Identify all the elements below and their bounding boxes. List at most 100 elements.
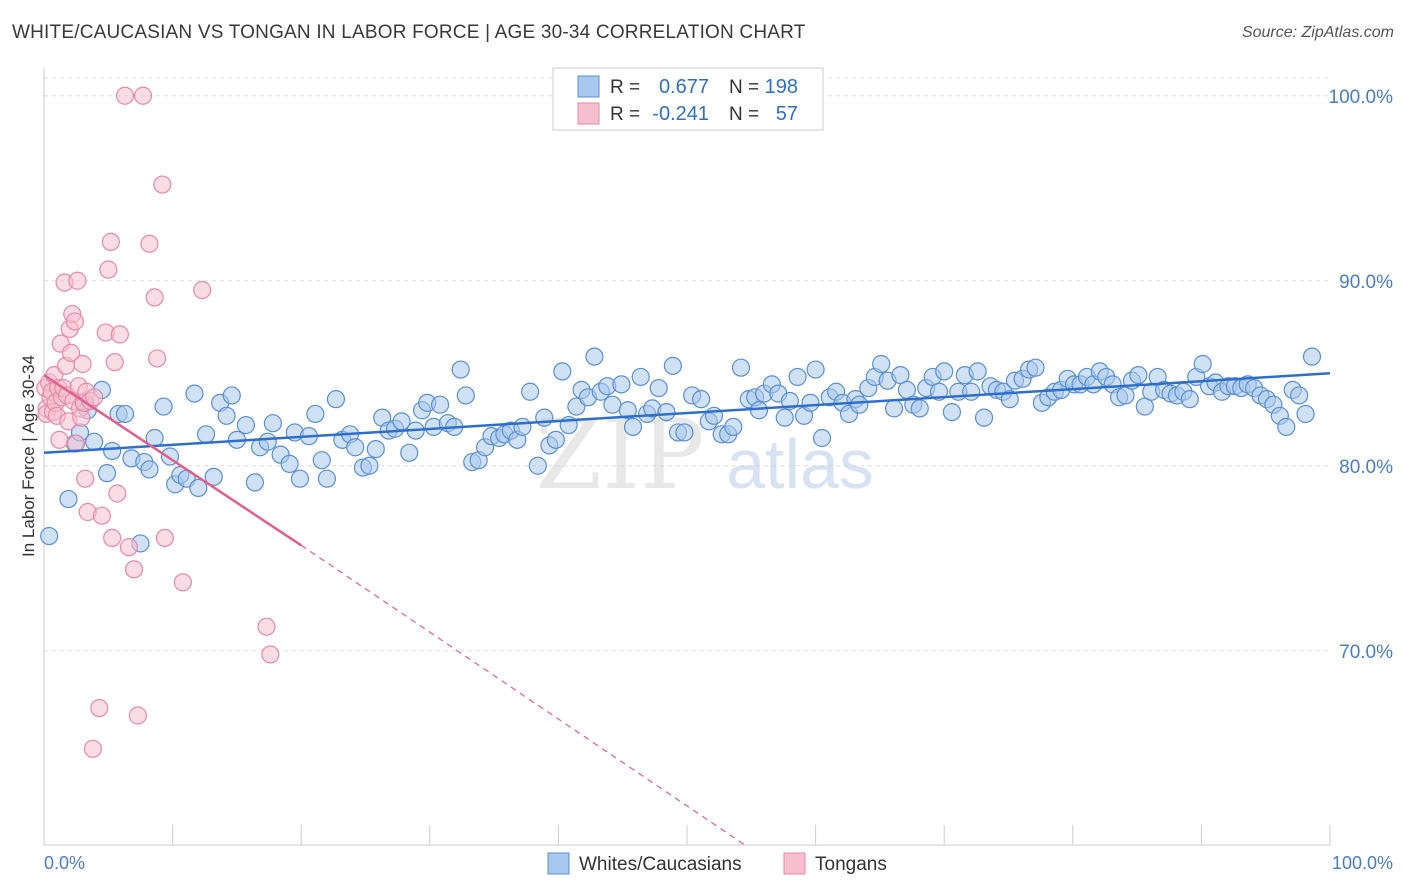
trend-line-tongan xyxy=(43,374,302,547)
white-caucasian-point xyxy=(222,386,241,405)
white-caucasian-point xyxy=(612,375,631,394)
white-caucasian-point xyxy=(603,395,622,414)
tongan-point xyxy=(145,288,164,307)
tongan-point xyxy=(92,506,111,525)
white-caucasian-point xyxy=(85,432,104,451)
white-caucasian-point xyxy=(430,395,450,414)
x-axis-ticks xyxy=(43,825,1331,845)
tongan-point xyxy=(110,325,129,344)
watermark-zip: ZIP xyxy=(535,399,704,511)
white-caucasian-point xyxy=(806,360,825,379)
legend-n-label-white: N = xyxy=(729,77,759,98)
white-caucasian-point xyxy=(312,451,331,470)
white-caucasian-point xyxy=(521,382,540,401)
white-caucasian-point xyxy=(196,425,216,444)
tongan-point xyxy=(257,617,276,636)
y-tick-labels: 70.0% 80.0% 90.0% 100.0% xyxy=(1329,87,1394,663)
white-caucasian-point xyxy=(910,399,929,418)
white-caucasian-point xyxy=(731,358,751,377)
tongan-point xyxy=(101,232,120,251)
bottom-legend-label-white: Whites/Caucasians xyxy=(579,854,742,875)
legend-r-label-white: R = xyxy=(610,77,640,98)
tongan-point xyxy=(173,573,192,592)
tongan-point xyxy=(90,698,109,718)
bottom-legend-label-tongan: Tongans xyxy=(815,854,887,875)
white-caucasian-point xyxy=(185,384,204,403)
tongan-point xyxy=(105,353,124,372)
white-caucasian-point xyxy=(749,401,769,420)
white-caucasian-point xyxy=(189,478,208,498)
white-caucasian-point xyxy=(346,438,365,457)
tongan-point xyxy=(140,234,159,253)
white-caucasian-point xyxy=(1290,386,1309,405)
white-caucasian-point xyxy=(801,393,820,412)
tongan-point xyxy=(108,484,127,503)
white-caucasian-point xyxy=(724,417,743,436)
white-caucasian-point xyxy=(1277,417,1296,436)
white-caucasian-point xyxy=(649,378,668,398)
white-caucasian-point xyxy=(103,441,122,461)
white-caucasian-point xyxy=(306,404,325,424)
white-caucasian-point xyxy=(692,390,711,409)
trend-lines xyxy=(43,372,1331,846)
bottom-legend-swatch-white xyxy=(547,852,570,875)
tongan-point xyxy=(85,388,104,407)
series-legend: Whites/Caucasians Tongans xyxy=(547,852,887,875)
trend-line-tongan-extension xyxy=(300,544,746,846)
white-caucasian-point xyxy=(623,417,643,436)
tongan-point xyxy=(103,528,122,548)
white-caucasian-point xyxy=(263,414,283,433)
white-caucasian-point xyxy=(935,362,954,381)
legend-r-value-tongan: -0.241 xyxy=(652,103,709,125)
white-caucasian-point xyxy=(631,367,650,387)
legend-n-value-white: 198 xyxy=(765,76,798,98)
white-caucasian-point xyxy=(280,454,299,473)
white-caucasian-point xyxy=(962,382,981,401)
y-tick-label: 80.0% xyxy=(1339,457,1393,478)
white-caucasian-point xyxy=(775,408,794,427)
white-caucasian-point xyxy=(366,440,385,459)
white-caucasian-point xyxy=(968,362,987,381)
tongan-point xyxy=(128,706,147,725)
white-caucasian-point xyxy=(40,526,59,546)
white-caucasian-point xyxy=(1302,347,1322,366)
stats-legend: R = 0.677 N = 198 R = -0.241 N = 57 xyxy=(552,67,824,131)
tongan-point xyxy=(65,312,84,331)
white-caucasian-point xyxy=(456,386,475,405)
white-caucasian-point xyxy=(451,360,470,379)
tongan-point xyxy=(61,343,81,362)
bottom-legend-swatch-tongan xyxy=(783,852,806,875)
white-caucasian-point xyxy=(1000,390,1019,409)
white-caucasian-point xyxy=(553,362,572,381)
x-tick-label-max: 100.0% xyxy=(1332,853,1393,873)
y-tick-label: 100.0% xyxy=(1329,87,1394,108)
white-caucasian-point xyxy=(115,404,135,424)
tongan-point xyxy=(76,469,95,488)
white-caucasian-point xyxy=(942,403,962,422)
white-caucasian-point xyxy=(585,347,604,366)
white-caucasian-point xyxy=(400,443,419,462)
white-caucasian-point xyxy=(204,467,223,486)
white-caucasian-point xyxy=(974,408,994,427)
white-caucasian-point xyxy=(663,356,682,375)
tongan-point xyxy=(72,408,91,427)
white-caucasian-point xyxy=(326,390,346,409)
y-tick-label: 70.0% xyxy=(1339,642,1393,663)
tongan-point xyxy=(148,349,167,368)
tongan-point xyxy=(73,354,92,374)
white-caucasian-point xyxy=(535,408,554,427)
white-caucasian-point xyxy=(360,456,379,475)
tongan-point xyxy=(115,86,135,105)
white-caucasian-point xyxy=(1129,366,1148,385)
tongan-point xyxy=(193,280,212,300)
white-caucasian-point xyxy=(546,430,565,449)
white-caucasian-point xyxy=(850,395,869,414)
white-caucasian-point xyxy=(788,367,807,387)
tongan-point xyxy=(261,645,280,664)
tongan-point xyxy=(155,528,174,548)
trend-line-white xyxy=(43,372,1331,455)
legend-r-label-tongan: R = xyxy=(610,104,640,125)
chart-source: Source: ZipAtlas.com xyxy=(1241,24,1394,41)
white-caucasian-point xyxy=(1026,358,1045,377)
